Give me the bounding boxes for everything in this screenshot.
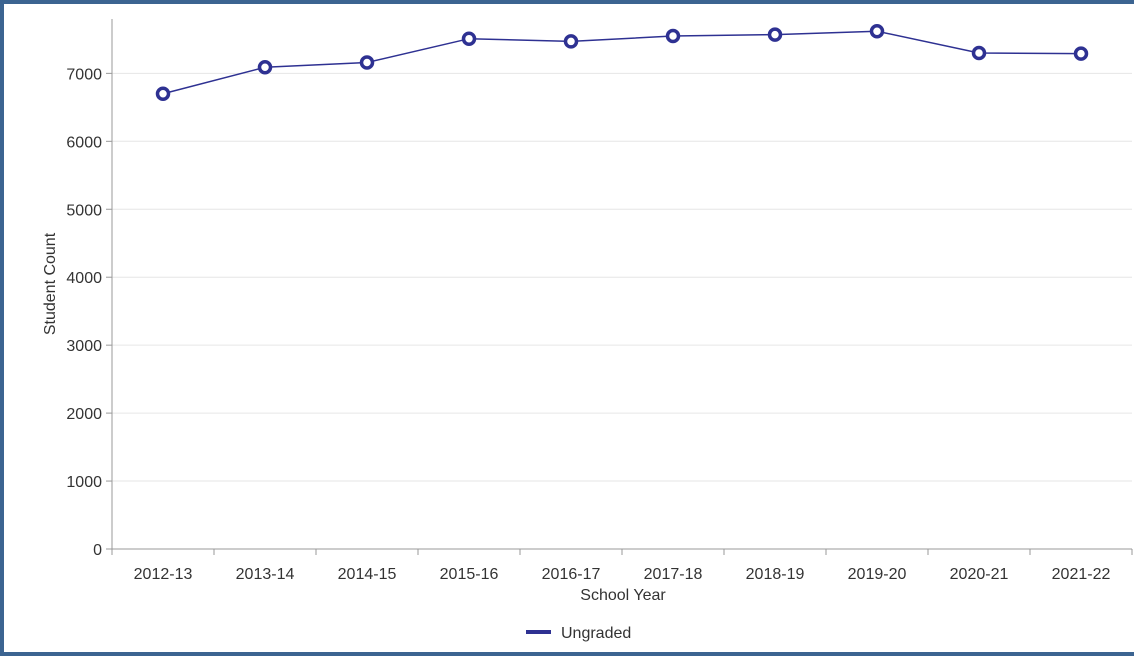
gridlines	[112, 72, 1132, 482]
axes	[106, 19, 1133, 555]
data-point[interactable]	[767, 27, 783, 42]
y-tick-label: 2000	[66, 406, 102, 423]
x-tick-label: 2013-14	[236, 566, 295, 583]
y-tick-label: 3000	[66, 338, 102, 355]
data-point[interactable]	[665, 28, 681, 44]
x-tick-label: 2014-15	[338, 566, 397, 583]
x-tick-labels: 2012-13 2013-14 2014-15 2015-16 2016-17 2017-…	[134, 566, 1111, 583]
x-tick-label: 2020-21	[950, 566, 1009, 583]
x-tick-label: 2015-16	[440, 566, 499, 583]
data-point[interactable]	[155, 86, 171, 101]
x-tick-label: 2012-13	[134, 566, 193, 583]
y-tick-label: 6000	[66, 134, 102, 151]
y-tick-label: 5000	[66, 202, 102, 219]
series-line	[162, 30, 1082, 95]
data-point[interactable]	[1073, 46, 1089, 61]
data-point[interactable]	[971, 45, 987, 61]
y-tick-label: 0	[93, 542, 102, 559]
x-tick-label: 2019-20	[848, 566, 907, 583]
legend-label: Ungraded	[561, 625, 631, 642]
x-axis-title: School Year	[580, 587, 666, 604]
data-point[interactable]	[461, 31, 477, 46]
x-tick-label: 2021-22	[1052, 566, 1111, 583]
y-tick-labels: 0 1000 2000 3000 4000 5000 6000 7000	[66, 66, 102, 559]
y-tick-label: 1000	[66, 474, 102, 491]
x-tick-label: 2016-17	[542, 566, 601, 583]
data-point[interactable]	[869, 23, 885, 39]
y-tick-label: 7000	[66, 66, 102, 83]
data-point[interactable]	[359, 55, 375, 70]
x-tick-label: 2017-18	[644, 566, 703, 583]
data-point[interactable]	[257, 59, 273, 75]
legend[interactable]: Ungraded	[526, 625, 631, 642]
x-tick-label: 2018-19	[746, 566, 805, 583]
y-axis-title: Student Count	[42, 232, 59, 335]
y-tick-label: 4000	[66, 270, 102, 287]
data-point[interactable]	[563, 34, 579, 49]
series-ungraded	[155, 23, 1089, 101]
